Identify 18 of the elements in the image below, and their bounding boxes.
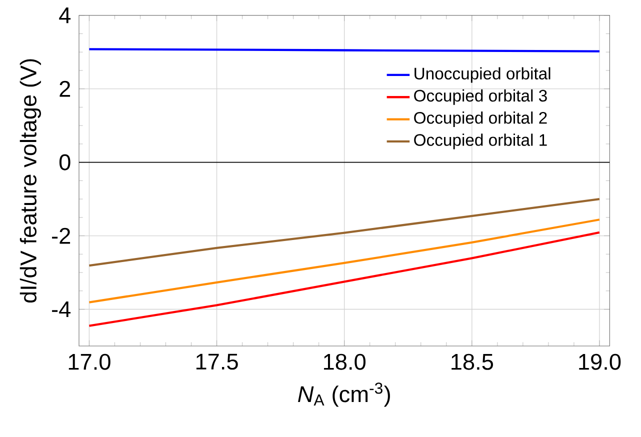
y-tick-label: -4 <box>52 301 71 318</box>
y-axis-title: dI/dV feature voltage (V) <box>20 59 41 303</box>
x-tick-label: 17.5 <box>196 354 238 370</box>
x-tick-label: 18.0 <box>324 354 366 370</box>
x-tick-label: 19.0 <box>579 354 621 370</box>
y-tick-label: -2 <box>52 228 70 244</box>
y-tick-label: 0 <box>59 154 70 170</box>
x-axis-title: N$_{A}$ (cm$^{-3}$) <box>298 382 390 407</box>
y-tick-label: 4 <box>59 8 71 24</box>
legend-label: Occupied orbital 1 <box>414 134 547 150</box>
legend-label: Unoccupied orbital <box>414 67 550 83</box>
y-tick-label: 2 <box>60 80 70 97</box>
x-tick-label: 18.5 <box>452 354 493 370</box>
line-series <box>88 231 601 327</box>
legend-label: Occupied orbital 2 <box>414 112 547 128</box>
x-tick-label: 17.0 <box>68 354 110 370</box>
line-series <box>88 218 601 304</box>
legend-label: Occupied orbital 3 <box>414 89 547 105</box>
